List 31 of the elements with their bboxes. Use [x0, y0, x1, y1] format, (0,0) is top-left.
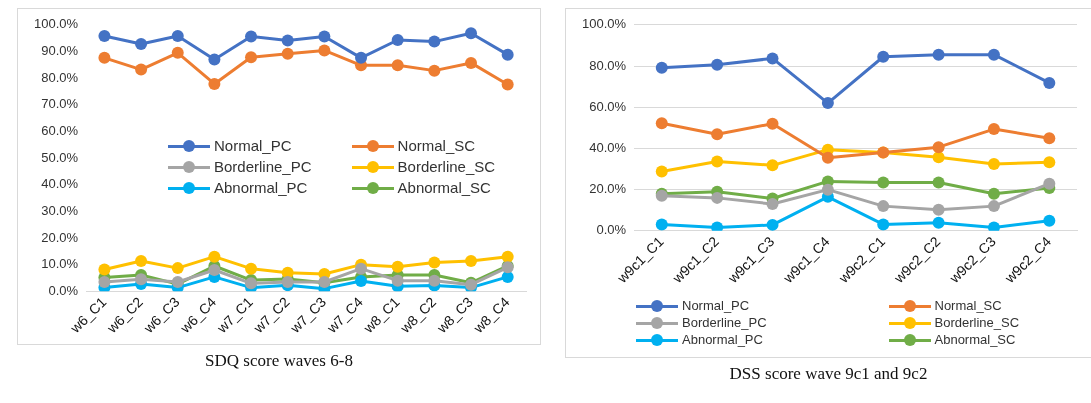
legend-label: Borderline_SC [397, 158, 496, 175]
legend-label: Abnormal_SC [934, 332, 1016, 347]
legend-label: Borderline_PC [682, 315, 767, 330]
y-tick-label: 70.0% [41, 96, 79, 112]
y-tick-label: 80.0% [41, 69, 79, 85]
y-tick-label: 0.0% [596, 222, 627, 238]
y-tick-label: 40.0% [41, 176, 79, 192]
y-tick-label: 60.0% [41, 122, 79, 138]
y-tick-label: 30.0% [41, 202, 79, 218]
legend-label: Normal_SC [397, 137, 476, 154]
legend-label: Abnormal_SC [397, 179, 491, 196]
text: SDQ score waves 6-8 [204, 351, 354, 371]
legend-label: Normal_SC [934, 298, 1002, 313]
legend-label: Borderline_SC [934, 315, 1020, 330]
legend-label: Abnormal_PC [682, 332, 763, 347]
legend-label: Normal_PC [214, 137, 292, 154]
y-tick-label: 20.0% [589, 181, 627, 197]
y-tick-label: 100.0% [582, 16, 627, 32]
y-tick-label: 40.0% [589, 140, 627, 156]
y-tick-label: 10.0% [41, 256, 79, 272]
legend-label: Borderline_PC [214, 158, 312, 175]
y-tick-label: 0.0% [48, 282, 79, 298]
text: DSS score wave 9c1 and 9c2 [728, 364, 929, 384]
y-tick-label: 20.0% [41, 229, 79, 245]
legend-label: Normal_PC [682, 298, 750, 313]
y-tick-label: 60.0% [589, 98, 627, 114]
legend-label: Abnormal_PC [214, 179, 308, 196]
y-tick-label: 90.0% [41, 43, 79, 59]
y-tick-label: 100.0% [34, 16, 79, 32]
y-tick-label: 80.0% [589, 57, 627, 73]
y-tick-label: 50.0% [41, 149, 79, 165]
